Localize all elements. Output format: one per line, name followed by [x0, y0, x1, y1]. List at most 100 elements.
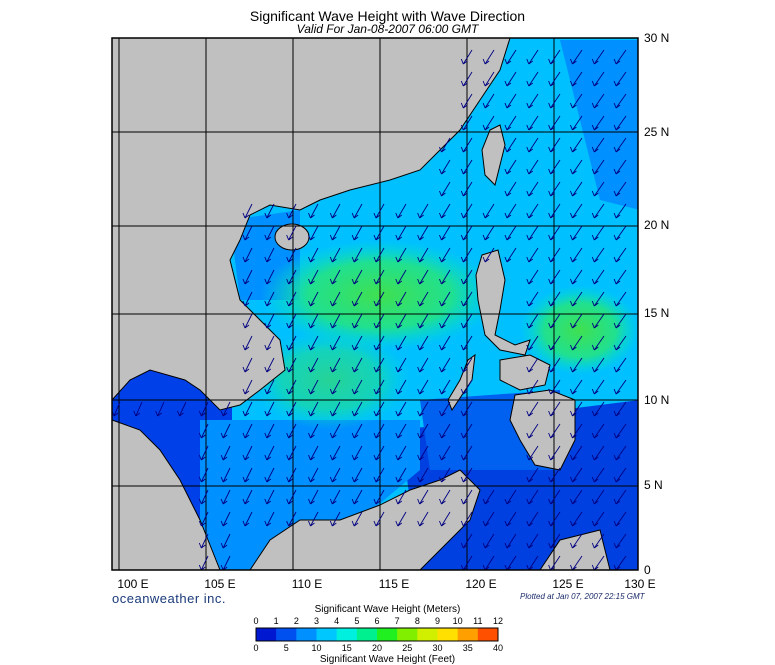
wave-arrow	[198, 401, 209, 417]
wave-arrow	[570, 533, 583, 549]
wave-arrow	[548, 137, 561, 153]
wave-arrow	[613, 379, 627, 395]
meters-tick: 9	[434, 616, 440, 626]
wave-arrow	[351, 335, 363, 351]
feet-tick: 10	[311, 643, 322, 653]
wave-arrow	[591, 291, 605, 307]
wave-arrow	[460, 291, 473, 307]
wave-arrow	[570, 379, 583, 395]
wave-arrow	[286, 423, 297, 439]
wave-arrow	[264, 225, 275, 241]
wave-arrow	[570, 467, 583, 483]
wave-arrow	[548, 49, 561, 65]
wave-arrow	[286, 269, 297, 285]
wave-arrow	[329, 357, 341, 373]
wave-arrow	[439, 159, 451, 175]
wave-arrow	[570, 511, 583, 527]
wave-arrow	[504, 159, 517, 175]
lat-label-25: 25 N	[644, 125, 670, 139]
wave-arrow	[460, 533, 473, 549]
lat-label-30: 30 N	[644, 31, 670, 45]
land-mindanao	[509, 389, 576, 471]
wave-arrow	[548, 467, 561, 483]
wave-arrow	[286, 291, 297, 307]
wave-arrow	[570, 335, 583, 351]
lat-lon-grid	[112, 38, 638, 570]
wave-arrow	[548, 93, 561, 109]
wave-arrow	[570, 269, 583, 285]
wave-arrow	[460, 71, 473, 87]
wave-arrow	[613, 335, 627, 351]
wave-arrow	[242, 357, 253, 373]
map-subtitle: Valid For Jan-08-2007 06:00 GMT	[296, 22, 479, 36]
wave-arrow	[242, 203, 253, 219]
wave-arrow	[242, 335, 253, 351]
wave-arrow	[395, 291, 407, 307]
wave-arrow	[286, 379, 297, 395]
wave-arrow	[286, 313, 297, 329]
wave-arrow	[439, 247, 451, 263]
wave-arrow	[526, 423, 539, 439]
wave-arrow	[264, 335, 275, 351]
lon-label-120: 120 E	[465, 577, 497, 591]
wave-arrow	[439, 401, 451, 417]
wave-arrow	[482, 511, 495, 527]
wave-arrow	[570, 313, 583, 329]
wave-arrow	[264, 269, 275, 285]
wave-arrow	[155, 401, 165, 417]
wave-arrow	[133, 401, 143, 417]
wave-arrow	[504, 71, 517, 87]
wave-arrow	[439, 379, 451, 395]
wave-arrow	[548, 401, 561, 417]
wave-arrow	[548, 247, 561, 263]
wave-arrow	[373, 247, 385, 263]
wave-arrow	[460, 159, 473, 175]
wave-arrow	[308, 269, 319, 285]
wave-arrow	[526, 159, 539, 175]
wave-arrow	[417, 401, 429, 417]
wave-arrow	[439, 181, 451, 197]
wave-arrow	[548, 445, 561, 461]
wave-arrow	[417, 357, 429, 373]
wave-arrow	[395, 225, 407, 241]
colorbar-swatch	[437, 628, 459, 641]
wave-arrow	[460, 49, 473, 65]
wave-arrow	[591, 49, 605, 65]
wave-arrow	[548, 203, 561, 219]
wave-arrow	[286, 489, 297, 505]
wave-arrow	[591, 335, 605, 351]
wave-arrow	[373, 401, 385, 417]
wave-arrow	[526, 467, 539, 483]
land-luzon	[475, 249, 531, 356]
land-borneo	[249, 469, 481, 570]
land-taiwan	[481, 124, 506, 186]
wave-arrow	[308, 445, 319, 461]
wave-arrow	[504, 137, 517, 153]
wave-arrow	[482, 203, 495, 219]
wave-arrow	[439, 423, 451, 439]
colorbar-swatch	[377, 628, 398, 641]
wave-arrow	[351, 467, 363, 483]
wave-arrow	[591, 423, 605, 439]
wave-arrow	[613, 489, 627, 505]
wave-arrow	[504, 203, 517, 219]
wave-arrow	[242, 489, 253, 505]
wave-arrow	[220, 467, 231, 483]
feet-tick: 30	[432, 643, 443, 653]
wave-arrow	[460, 247, 473, 263]
wave-arrow	[570, 137, 583, 153]
meters-tick: 3	[313, 616, 319, 626]
wave-arrow	[308, 401, 319, 417]
wave-arrow	[329, 291, 341, 307]
wave-arrow	[198, 423, 209, 439]
wave-arrow	[526, 335, 539, 351]
wave-arrow	[613, 291, 627, 307]
meters-tick: 1	[273, 616, 279, 626]
wave-arrow	[439, 445, 451, 461]
wave-arrow	[329, 401, 341, 417]
wave-arrow	[220, 445, 231, 461]
wave-arrow	[351, 445, 363, 461]
wave-arrow	[504, 115, 517, 131]
lon-label-100: 100 E	[117, 577, 149, 591]
wave-arrow	[417, 467, 429, 483]
